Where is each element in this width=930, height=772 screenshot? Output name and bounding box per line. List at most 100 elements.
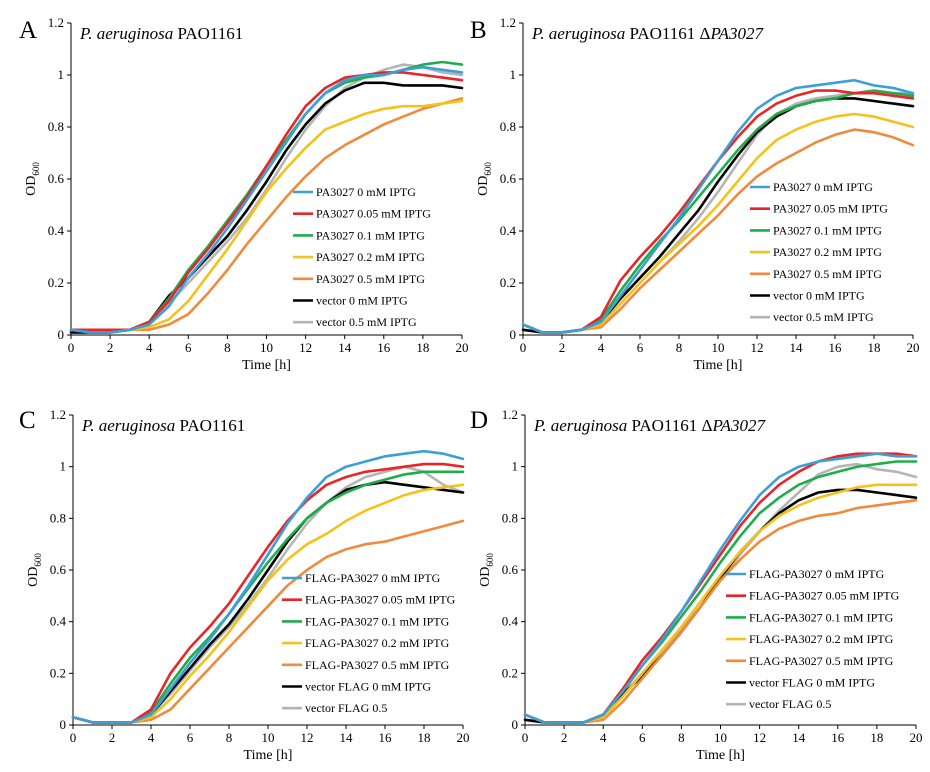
legend-label: vector FLAG 0 mM IPTG [305, 680, 431, 694]
panel-letter: B [470, 17, 487, 44]
y-tick-label: 1.2 [500, 15, 516, 30]
chart-title: P. aeruginosa PAO1161 ΔPA3027 [533, 416, 767, 435]
legend: FLAG-PA3027 0 mM IPTG FLAG-PA3027 0.05 mM… [726, 567, 900, 711]
series-line [69, 65, 464, 334]
y-tick-label: 0.2 [500, 275, 516, 290]
legend-label: PA3027 0.05 mM IPTG [316, 207, 431, 221]
x-tick-label: 12 [301, 730, 314, 745]
title-strain: PAO1161 Δ [627, 416, 712, 435]
x-tick-label: 16 [829, 340, 843, 355]
legend-label: FLAG-PA3027 0 mM IPTG [749, 567, 885, 581]
y-tick-label: 1 [512, 459, 519, 474]
x-tick-label: 4 [148, 730, 155, 745]
chart-title: P. aeruginosa PAO1161 ΔPA3027 [531, 24, 765, 43]
legend-label: FLAG-PA3027 0 mM IPTG [305, 571, 441, 585]
y-tick-label: 0.6 [502, 562, 519, 577]
x-tick-label: 18 [418, 730, 431, 745]
legend-label: PA3027 0.1 mM IPTG [773, 223, 882, 237]
x-tick-label: 2 [107, 340, 114, 355]
y-axis-label: OD600 [26, 553, 43, 587]
y-tick-label: 0.6 [50, 562, 67, 577]
x-tick-label: 4 [600, 730, 607, 745]
x-tick-label: 20 [456, 340, 469, 355]
y-tick-label: 0.8 [48, 119, 64, 134]
x-tick-label: 18 [868, 340, 881, 355]
x-tick-label: 10 [714, 730, 727, 745]
x-tick-label: 20 [907, 340, 920, 355]
x-tick-label: 8 [676, 340, 683, 355]
panel-letter: C [19, 407, 36, 434]
legend-label: PA3027 0.2 mM IPTG [773, 245, 882, 259]
y-tick-label: 0.2 [50, 665, 66, 680]
legend-label: PA3027 0 mM IPTG [316, 185, 416, 199]
y-tick-label: 0.4 [502, 614, 519, 629]
y-axis-label-subscript: 600 [485, 553, 495, 567]
title-gene: PA3027 [711, 416, 766, 435]
series-line [523, 452, 918, 724]
x-tick-label: 4 [598, 340, 605, 355]
y-tick-label: 0 [510, 327, 517, 342]
x-tick-label: 12 [299, 340, 312, 355]
title-species: P. aeruginosa [81, 416, 175, 435]
legend-label: vector FLAG 0.5 [749, 697, 831, 711]
y-axis-label: OD600 [478, 553, 495, 587]
legend-label: FLAG-PA3027 0.5 mM IPTG [305, 658, 450, 672]
x-axis-label: Time [h] [696, 748, 745, 763]
y-tick-label: 0.4 [48, 223, 65, 238]
y-axis-label-main: OD [476, 176, 491, 196]
y-tick-label: 0.2 [502, 665, 518, 680]
x-tick-label: 0 [522, 730, 529, 745]
legend-label: vector 0 mM IPTG [316, 294, 408, 308]
y-tick-label: 1.2 [50, 407, 66, 422]
y-tick-label: 0.4 [500, 223, 517, 238]
x-tick-label: 14 [792, 730, 806, 745]
panel-d: D 0 0.2 0.4 0.6 0.8 1 1.2 0 2 4 6 8 10 12 14 16 18 20 Time … [470, 407, 923, 763]
x-tick-label: 14 [790, 340, 804, 355]
y-tick-label: 0.8 [500, 119, 516, 134]
x-tick-label: 2 [561, 730, 568, 745]
x-axis-label: Time [h] [242, 358, 291, 373]
y-tick-label: 0 [60, 717, 67, 732]
legend-label: FLAG-PA3027 0.05 mM IPTG [305, 593, 456, 607]
x-tick-label: 20 [910, 730, 923, 745]
panel-b: B 0 0.2 0.4 0.6 0.8 1 1.2 0 2 4 6 8 10 12 14 16 18 20 Time … [470, 15, 920, 373]
series-line [71, 462, 465, 724]
x-tick-label: 12 [753, 730, 766, 745]
y-axis-label: OD600 [24, 162, 41, 196]
series-line [71, 449, 465, 724]
y-axis-label: OD600 [476, 162, 493, 196]
legend-label: PA3027 0 mM IPTG [773, 180, 873, 194]
legend-label: vector 0.5 mM IPTG [316, 315, 417, 329]
x-tick-label: 6 [185, 340, 192, 355]
legend-label: FLAG-PA3027 0.2 mM IPTG [749, 632, 894, 646]
x-tick-label: 14 [340, 730, 354, 745]
x-tick-label: 6 [187, 730, 194, 745]
x-tick-label: 2 [109, 730, 116, 745]
y-axis-label-main: OD [478, 567, 493, 587]
title-species: P. aeruginosa [533, 416, 627, 435]
y-tick-label: 0 [512, 717, 519, 732]
y-axis-label-subscript: 600 [483, 162, 493, 176]
y-axis-label-subscript: 600 [33, 553, 43, 567]
title-species: P. aeruginosa [79, 24, 173, 43]
legend-label: FLAG-PA3027 0.1 mM IPTG [749, 610, 894, 624]
series-line [69, 71, 464, 332]
x-axis-label: Time [h] [244, 748, 293, 763]
x-tick-label: 6 [637, 340, 644, 355]
panel-letter: A [19, 17, 37, 44]
y-tick-label: 0.6 [48, 171, 65, 186]
y-tick-label: 0.6 [500, 171, 517, 186]
legend-label: PA3027 0.05 mM IPTG [773, 202, 888, 216]
y-tick-label: 0.8 [502, 510, 518, 525]
legend-label: vector FLAG 0.5 [305, 701, 387, 715]
y-tick-label: 1 [60, 459, 67, 474]
legend: PA3027 0 mM IPTG PA3027 0.05 mM IPTG PA302… [750, 180, 888, 324]
legend-label: FLAG-PA3027 0.5 mM IPTG [749, 654, 894, 668]
legend-label: FLAG-PA3027 0.05 mM IPTG [749, 589, 900, 603]
legend-label: PA3027 0.2 mM IPTG [316, 250, 425, 264]
legend-label: PA3027 0.5 mM IPTG [316, 272, 425, 286]
x-tick-label: 8 [678, 730, 685, 745]
x-tick-label: 16 [831, 730, 845, 745]
